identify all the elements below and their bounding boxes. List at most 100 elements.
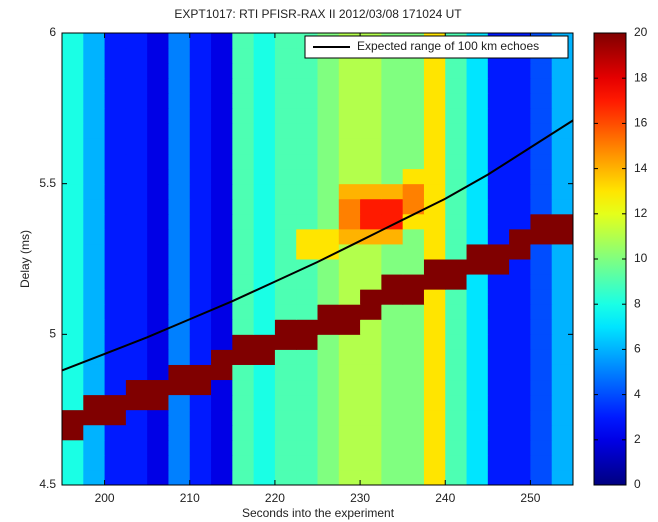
heatmap-cell (211, 424, 233, 441)
heatmap-cell (466, 153, 489, 170)
heatmap-cell (551, 364, 573, 381)
heatmap-cell (147, 33, 169, 49)
heatmap-cell (125, 379, 148, 396)
heatmap-cell (211, 153, 233, 170)
heatmap-cell (381, 439, 404, 456)
y-tick-label: 6 (49, 25, 56, 39)
heatmap-cell (381, 123, 404, 139)
heatmap-cell (530, 319, 553, 335)
heatmap-cell (168, 319, 191, 335)
heatmap-cell (125, 454, 148, 471)
heatmap-cell (274, 213, 297, 230)
heatmap-cell (466, 289, 489, 305)
heatmap-cell (466, 123, 489, 139)
heatmap-cell (381, 424, 404, 441)
heatmap-cell (253, 138, 276, 155)
heatmap-cell (83, 168, 106, 185)
heatmap-cell (296, 183, 318, 200)
heatmap-cell (274, 274, 297, 290)
colorbar (593, 32, 627, 486)
heatmap-cell (232, 183, 255, 200)
heatmap-cell (83, 198, 106, 215)
heatmap-cell (125, 439, 148, 456)
heatmap-cell (360, 454, 382, 471)
heatmap-cell (296, 198, 318, 215)
heatmap-cell (360, 394, 382, 411)
heatmap-cell (551, 304, 573, 320)
heatmap-cell (423, 454, 446, 471)
heatmap-cell (253, 394, 276, 411)
heatmap-cell (296, 409, 318, 426)
heatmap-cell (487, 123, 510, 139)
heatmap-cell (253, 123, 276, 139)
heatmap-cell (189, 274, 212, 290)
heatmap-cell (402, 108, 425, 124)
heatmap-cell (253, 319, 276, 335)
heatmap-cell (62, 153, 84, 170)
heatmap-cell (296, 123, 318, 139)
heatmap-cell (189, 63, 212, 79)
heatmap-cell (338, 379, 361, 396)
heatmap-cell (62, 349, 84, 365)
heatmap-cell (551, 243, 573, 260)
heatmap-cell (147, 183, 169, 200)
heatmap-cell (83, 138, 106, 155)
heatmap-cell (466, 259, 489, 275)
heatmap-cell (83, 394, 106, 411)
heatmap-cell (274, 424, 297, 441)
heatmap-cell (338, 364, 361, 381)
heatmap (62, 33, 573, 485)
heatmap-cell (445, 409, 468, 426)
heatmap-cell (253, 48, 276, 64)
heatmap-cell (487, 454, 510, 471)
heatmap-cell (253, 243, 276, 260)
heatmap-cell (296, 243, 318, 260)
heatmap-cell (360, 364, 382, 381)
heatmap-cell (487, 364, 510, 381)
heatmap-cell (211, 319, 233, 335)
heatmap-cell (317, 379, 340, 396)
heatmap-cell (125, 108, 148, 124)
heatmap-cell (211, 213, 233, 230)
heatmap-cell (274, 228, 297, 245)
heatmap-cell (189, 33, 212, 49)
heatmap-cell (360, 78, 382, 94)
heatmap-cell (402, 259, 425, 275)
x-tick-label: 240 (435, 491, 455, 505)
y-tick-label: 5 (49, 327, 56, 341)
heatmap-cell (445, 274, 468, 290)
heatmap-cell (338, 78, 361, 94)
line-layer (62, 119, 573, 372)
heatmap-cell (104, 78, 127, 94)
heatmap-cell (104, 138, 127, 155)
heatmap-cell (360, 319, 382, 335)
heatmap-cell (168, 259, 191, 275)
heatmap-cell (509, 304, 531, 320)
y-tick-label: 5.5 (39, 176, 56, 190)
heatmap-cell (551, 349, 573, 365)
heatmap-cell (423, 123, 446, 139)
heatmap-cell (189, 243, 212, 260)
heatmap-cell (274, 48, 297, 64)
heatmap-cell (530, 424, 553, 441)
heatmap-cell (381, 274, 404, 290)
heatmap-cell (509, 364, 531, 381)
heatmap-cell (445, 394, 468, 411)
heatmap-cell (147, 78, 169, 94)
heatmap-cell (338, 454, 361, 471)
heatmap-cell (296, 63, 318, 79)
heatmap-cell (189, 198, 212, 215)
heatmap-cell (402, 289, 425, 305)
heatmap-cell (147, 334, 169, 350)
heatmap-cell (317, 108, 340, 124)
heatmap-cell (509, 334, 531, 350)
heatmap-cell (360, 439, 382, 456)
heatmap-cell (551, 289, 573, 305)
heatmap-cell (487, 183, 510, 200)
heatmap-cell (381, 228, 404, 245)
heatmap-cell (125, 424, 148, 441)
heatmap-cell (381, 409, 404, 426)
colorbar-tick-label: 16 (634, 116, 648, 130)
heatmap-cell (232, 168, 255, 185)
heatmap-cell (423, 379, 446, 396)
